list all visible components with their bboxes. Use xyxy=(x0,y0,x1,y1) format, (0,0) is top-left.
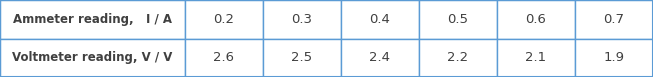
Text: 1.9: 1.9 xyxy=(603,51,624,64)
Text: 0.2: 0.2 xyxy=(214,13,234,26)
Bar xyxy=(341,0,419,38)
Text: 2.5: 2.5 xyxy=(291,51,312,64)
Bar xyxy=(341,38,419,77)
Text: 0.4: 0.4 xyxy=(370,13,390,26)
Bar xyxy=(575,0,653,38)
Bar xyxy=(419,38,497,77)
Bar xyxy=(0,38,185,77)
Bar xyxy=(185,0,263,38)
Text: 2.6: 2.6 xyxy=(214,51,234,64)
Bar xyxy=(575,38,653,77)
Text: 2.2: 2.2 xyxy=(447,51,468,64)
Bar xyxy=(497,0,575,38)
Text: 0.3: 0.3 xyxy=(291,13,312,26)
Text: Ammeter reading,   I / A: Ammeter reading, I / A xyxy=(13,13,172,26)
Bar xyxy=(497,38,575,77)
Text: 2.1: 2.1 xyxy=(526,51,547,64)
Bar xyxy=(0,0,185,38)
Text: Voltmeter reading, V / V: Voltmeter reading, V / V xyxy=(12,51,172,64)
Bar xyxy=(419,0,497,38)
Bar xyxy=(263,0,341,38)
Text: 2.4: 2.4 xyxy=(370,51,390,64)
Bar xyxy=(185,38,263,77)
Bar xyxy=(263,38,341,77)
Text: 0.7: 0.7 xyxy=(603,13,624,26)
Text: 0.6: 0.6 xyxy=(526,13,547,26)
Text: 0.5: 0.5 xyxy=(447,13,468,26)
